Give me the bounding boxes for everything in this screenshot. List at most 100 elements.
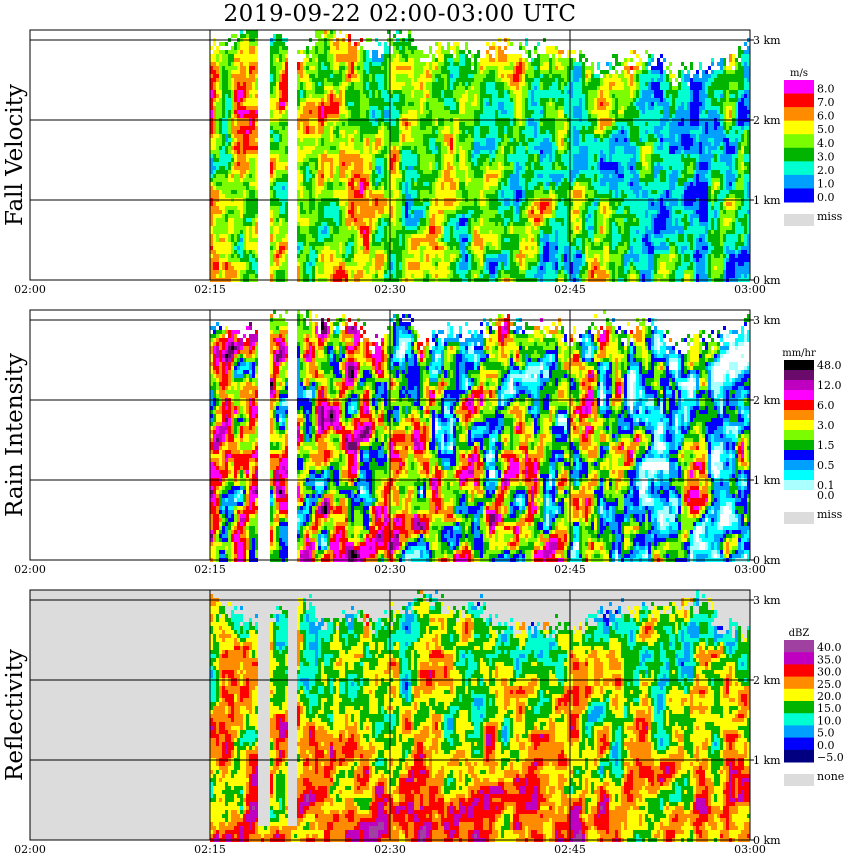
heatmap-cell	[249, 98, 252, 102]
heatmap-cell	[252, 154, 255, 158]
heatmap-cell	[213, 154, 216, 158]
heatmap-cell	[285, 66, 288, 70]
heatmap-cell	[252, 54, 255, 58]
heatmap-cell	[234, 254, 237, 258]
heatmap-cell	[243, 50, 246, 54]
heatmap-cell	[273, 178, 276, 182]
heatmap-cell	[243, 190, 246, 194]
heatmap-cell	[276, 54, 279, 58]
heatmap-cell	[276, 242, 279, 246]
heatmap-cell	[273, 90, 276, 94]
heatmap-cell	[216, 218, 219, 222]
heatmap-cell	[225, 234, 228, 238]
heatmap-cell	[231, 186, 234, 190]
heatmap-cell	[237, 214, 240, 218]
heatmap-cell	[222, 138, 225, 142]
heatmap-cell	[225, 102, 228, 106]
heatmap-cell	[228, 130, 231, 134]
heatmap-cell	[282, 74, 285, 78]
heatmap-cell	[246, 130, 249, 134]
heatmap-cell	[270, 162, 273, 166]
heatmap-cell	[228, 54, 231, 58]
heatmap-cell	[216, 106, 219, 110]
heatmap-cell	[216, 90, 219, 94]
heatmap-cell	[270, 66, 273, 70]
heatmap-cell	[219, 138, 222, 142]
heatmap-cell	[279, 122, 282, 126]
heatmap-cell	[234, 150, 237, 154]
heatmap-cell	[219, 178, 222, 182]
heatmap-cell	[213, 122, 216, 126]
heatmap-cell	[243, 154, 246, 158]
heatmap-cell	[276, 218, 279, 222]
heatmap-cell	[231, 134, 234, 138]
heatmap-cell	[279, 250, 282, 254]
heatmap-cell	[231, 150, 234, 154]
heatmap-cell	[249, 202, 252, 206]
heatmap-cell	[237, 186, 240, 190]
heatmap-cell	[246, 30, 249, 34]
heatmap-cell	[252, 246, 255, 250]
heatmap-cell	[276, 94, 279, 98]
heatmap-cell	[219, 130, 222, 134]
heatmap-cell	[216, 146, 219, 150]
heatmap-cell	[228, 158, 231, 162]
heatmap-cell	[219, 86, 222, 90]
heatmap-cell	[270, 218, 273, 222]
heatmap-cell	[219, 230, 222, 234]
heatmap-cell	[246, 34, 249, 38]
heatmap-cell	[216, 174, 219, 178]
heatmap-cell	[225, 254, 228, 258]
heatmap-cell	[237, 126, 240, 130]
heatmap-cell	[276, 86, 279, 90]
heatmap-cell	[270, 158, 273, 162]
heatmap-cell	[225, 250, 228, 254]
heatmap-cell	[237, 274, 240, 278]
heatmap-cell	[243, 206, 246, 210]
heatmap-cell	[234, 166, 237, 170]
heatmap-cell	[237, 114, 240, 118]
heatmap-cell	[237, 162, 240, 166]
heatmap-cell	[231, 126, 234, 130]
heatmap-cell	[279, 274, 282, 278]
heatmap-cell	[222, 222, 225, 226]
heatmap-cell	[243, 238, 246, 242]
heatmap-cell	[231, 238, 234, 242]
heatmap-cell	[237, 66, 240, 70]
heatmap-cell	[249, 274, 252, 278]
heatmap-cell	[255, 30, 258, 34]
heatmap-cell	[243, 114, 246, 118]
heatmap-cell	[270, 242, 273, 246]
heatmap-cell	[249, 66, 252, 70]
heatmap-cell	[282, 90, 285, 94]
heatmap-cell	[249, 102, 252, 106]
heatmap-cell	[249, 182, 252, 186]
heatmap-cell	[270, 98, 273, 102]
heatmap-cell	[222, 218, 225, 222]
heatmap-cell	[240, 202, 243, 206]
heatmap-cell	[216, 210, 219, 214]
heatmap-cell	[216, 182, 219, 186]
heatmap-cell	[219, 62, 222, 66]
heatmap-cell	[219, 54, 222, 58]
heatmap-cell	[249, 146, 252, 150]
heatmap-cell	[225, 94, 228, 98]
heatmap-cell	[252, 110, 255, 114]
heatmap-cell	[252, 150, 255, 154]
heatmap-cell	[282, 242, 285, 246]
heatmap-cell	[255, 266, 258, 270]
heatmap-cell	[228, 134, 231, 138]
heatmap-cell	[240, 86, 243, 90]
heatmap-cell	[222, 190, 225, 194]
heatmap-cell	[228, 178, 231, 182]
heatmap-cell	[252, 90, 255, 94]
heatmap-cell	[273, 262, 276, 266]
heatmap-cell	[237, 58, 240, 62]
heatmap-cell	[252, 138, 255, 142]
heatmap-cell	[243, 170, 246, 174]
heatmap-cell	[249, 46, 252, 50]
heatmap-cell	[252, 218, 255, 222]
heatmap-cell	[252, 178, 255, 182]
heatmap-cell	[282, 238, 285, 242]
heatmap-cell	[249, 246, 252, 250]
